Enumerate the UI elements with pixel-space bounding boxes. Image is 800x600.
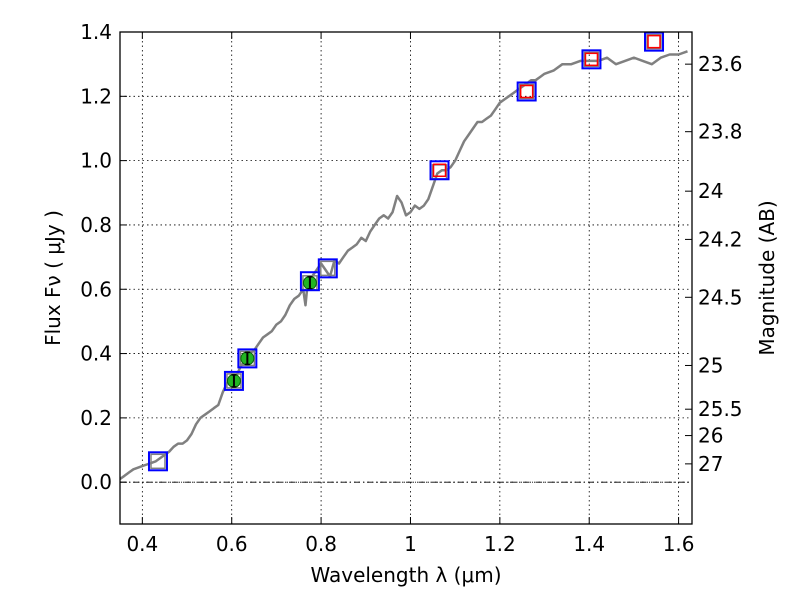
upper-limit-marker xyxy=(647,34,661,49)
right-axis-label: Magnitude (AB) xyxy=(755,200,779,355)
grid-lines xyxy=(120,31,692,524)
x-axis: 0.4 0.6 0.8 1 1.2 1.4 1.6 xyxy=(126,32,695,556)
x-tick-label: 1.2 xyxy=(484,532,516,556)
x-tick-label: 1.6 xyxy=(663,532,695,556)
right-tick-label: 25 xyxy=(698,353,723,377)
y-tick-label: 1.4 xyxy=(80,20,112,44)
right-tick-label: 24.5 xyxy=(698,285,743,309)
right-tick-label: 25.5 xyxy=(698,397,743,421)
axes-frame xyxy=(119,31,693,525)
synthetic-photometry-marker xyxy=(299,271,320,292)
x-tick-label: 1 xyxy=(404,532,417,556)
synthetic-photometry-marker xyxy=(223,370,244,391)
plot-area xyxy=(120,32,688,481)
right-magnitude-axis: 23.6 23.8 24 24.2 24.5 25 25.5 26 27 xyxy=(685,52,743,476)
synthetic-photometry-marker xyxy=(237,348,258,369)
upper-limit-marker xyxy=(432,163,447,178)
model-flux-marker xyxy=(646,33,662,50)
model-flux-marker xyxy=(583,51,600,68)
synthetic-photometry-marker xyxy=(581,49,602,70)
series-group xyxy=(120,32,688,481)
sed-model-line xyxy=(120,50,688,481)
y-tick-label: 0.2 xyxy=(80,406,112,430)
synthetic-photometry-marker xyxy=(147,451,168,472)
right-tick-label: 24.2 xyxy=(698,227,743,251)
upper-limit-marker xyxy=(519,84,534,99)
right-tick-label: 27 xyxy=(698,452,723,476)
model-flux-marker xyxy=(518,83,535,100)
y-axis: 0.0 0.2 0.4 0.6 0.8 1.0 1.2 1.4 xyxy=(80,20,127,494)
y-tick-label: 0.6 xyxy=(80,277,112,301)
right-tick-label: 24 xyxy=(698,179,723,203)
right-tick-label: 26 xyxy=(698,424,723,448)
synthetic-photometry-marker xyxy=(429,160,450,181)
x-tick-label: 0.8 xyxy=(305,532,337,556)
y-tick-label: 0.0 xyxy=(80,470,112,494)
right-tick-label: 23.8 xyxy=(698,120,743,144)
model-flux-marker xyxy=(320,260,336,277)
y-tick-label: 0.8 xyxy=(80,213,112,237)
x-tick-label: 0.6 xyxy=(216,532,248,556)
synthetic-photometry-marker xyxy=(317,258,338,279)
y-tick-label: 1.0 xyxy=(80,149,112,173)
model-flux-marker xyxy=(150,453,166,470)
x-axis-label: Wavelength λ (μm) xyxy=(310,563,501,587)
y-axis-label: Flux Fν ( μJy ) xyxy=(41,210,65,346)
y-tick-label: 0.4 xyxy=(80,342,112,366)
right-tick-label: 23.6 xyxy=(698,52,743,76)
x-tick-label: 1.4 xyxy=(573,532,605,556)
upper-limit-marker xyxy=(584,52,599,67)
x-tick-label: 0.4 xyxy=(126,532,158,556)
y-tick-label: 1.2 xyxy=(80,84,112,108)
synthetic-photometry-marker xyxy=(516,81,537,102)
